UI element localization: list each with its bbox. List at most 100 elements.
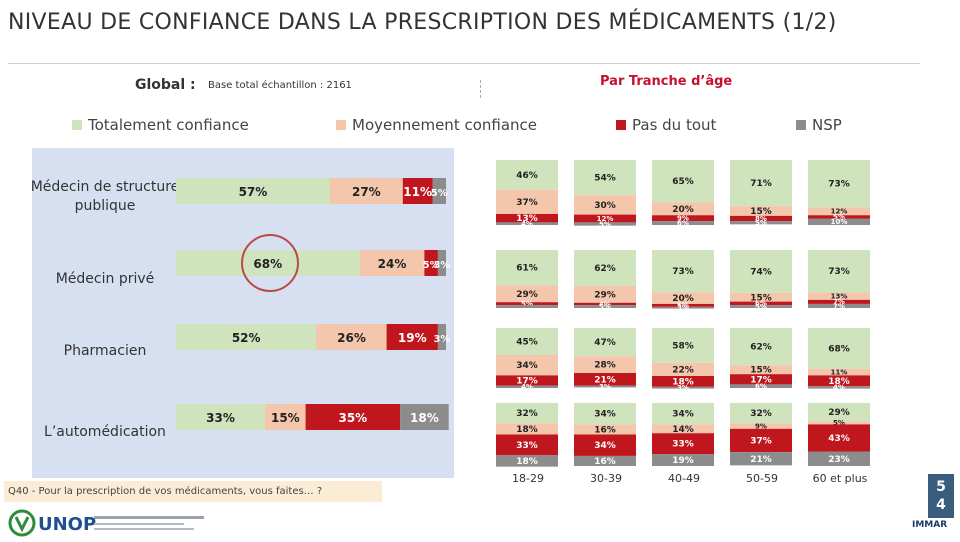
- age-bar-1-3-nsp: [730, 305, 792, 308]
- age-bar-1-3-totalement: [730, 250, 792, 293]
- highlight-circle: [241, 234, 299, 292]
- age-label-0-4-totalement: 73%: [828, 180, 850, 190]
- age-label-1-3-nsp: 5%: [755, 303, 767, 311]
- age-bar-3-3-pas-du-tout: [730, 428, 792, 453]
- age-label-3-1-totalement: 34%: [594, 410, 616, 420]
- age-label-2-2-pas-du-tout: 18%: [672, 377, 694, 387]
- age-bar-1-1-pas-du-tout: [574, 302, 636, 306]
- global-bar-3-totalement: [176, 404, 266, 430]
- age-label-0-2-pas-du-tout: 9%: [677, 215, 689, 223]
- age-bar-0-4-nsp: [808, 218, 870, 225]
- age-label-2-4-nsp: 4%: [833, 384, 845, 392]
- legend-swatch-moyennement: [336, 120, 346, 130]
- age-label-1-4-pas-du-tout: 7%: [833, 298, 845, 306]
- global-label-3-pas-du-tout: 35%: [338, 411, 367, 425]
- legend-label-moyennement: Moyennement confiance: [352, 116, 538, 134]
- age-bar-0-2-nsp: [652, 221, 714, 225]
- global-bar-0-moyennement: [329, 178, 403, 204]
- age-bar-2-2-moyennement: [652, 362, 714, 376]
- global-label-2-pas-du-tout: 19%: [398, 331, 427, 345]
- age-label-0-2-nsp: 6%: [677, 219, 689, 227]
- age-label-0-0-pas-du-tout: 13%: [516, 214, 538, 224]
- age-label-0-3-pas-du-tout: 8%: [755, 215, 767, 223]
- age-bar-3-0-moyennement: [496, 423, 558, 435]
- age-bar-1-4-totalement: [808, 250, 870, 293]
- age-label-0-0-totalement: 46%: [516, 171, 538, 181]
- age-label-3-1-pas-du-tout: 34%: [594, 441, 616, 451]
- age-bar-0-3-pas-du-tout: [730, 215, 792, 222]
- age-bar-0-4-pas-du-tout: [808, 215, 870, 219]
- age-bar-0-0-nsp: [496, 222, 558, 225]
- row-label-automedication: L’automédication: [44, 424, 166, 440]
- age-label-3-4-moyennement: 5%: [833, 419, 845, 427]
- age-bar-2-2-pas-du-tout: [652, 376, 714, 387]
- age-label-2-0-moyennement: 34%: [516, 361, 538, 371]
- global-label-2-totalement: 52%: [232, 331, 261, 345]
- unop-logo-text: UNOP: [38, 514, 96, 535]
- age-label-0-1-totalement: 54%: [594, 174, 616, 184]
- age-heading: Par Tranche d’âge: [600, 74, 733, 89]
- age-label-1-4-moyennement: 13%: [831, 292, 848, 300]
- age-bar-0-3-moyennement: [730, 206, 792, 216]
- age-label-2-3-moyennement: 15%: [750, 366, 772, 376]
- age-label-2-2-nsp: 3%: [677, 384, 689, 392]
- age-bar-0-4-moyennement: [808, 207, 870, 216]
- age-bar-3-1-nsp: [574, 455, 636, 466]
- age-label-0-0-moyennement: 37%: [516, 198, 538, 208]
- age-axis: 18-29 30-39 40-49 50-59 60 et plus: [494, 472, 934, 486]
- global-label-1-totalement: 68%: [253, 257, 282, 271]
- age-label-0-4-pas-du-tout: 5%: [833, 213, 845, 221]
- global-heading: Global :: [135, 77, 196, 93]
- age-bar-0-3-nsp: [730, 221, 792, 225]
- global-bar-1-nsp: [437, 250, 446, 276]
- age-bar-3-4-moyennement: [808, 421, 870, 425]
- age-label-1-2-pas-du-tout: 5%: [677, 302, 689, 310]
- age-label-1-0-totalement: 61%: [516, 264, 538, 274]
- global-bar-0-pas-du-tout: [402, 178, 433, 204]
- age-tick-30-39: 30-39: [590, 472, 622, 485]
- age-bar-3-4-pas-du-tout: [808, 424, 870, 452]
- age-label-0-4-moyennement: 12%: [831, 208, 848, 216]
- age-label-1-1-nsp: 5%: [599, 303, 611, 311]
- legend-label-pas-du-tout: Pas du tout: [632, 116, 717, 134]
- global-label-1-nsp: 3%: [433, 260, 450, 271]
- age-tick-18-29: 18-29: [512, 472, 544, 485]
- age-bar-0-1-nsp: [574, 222, 636, 226]
- global-bar-2-moyennement: [316, 324, 387, 350]
- age-bar-1-0-nsp: [496, 305, 558, 308]
- age-bar-3-1-moyennement: [574, 424, 636, 435]
- age-tick-60-plus: 60 et plus: [812, 472, 868, 485]
- unop-logo: UNOP: [6, 508, 206, 538]
- age-bar-2-1-totalement: [574, 328, 636, 357]
- age-bar-3-1-totalement: [574, 403, 636, 425]
- age-bar-2-1-pas-du-tout: [574, 373, 636, 386]
- global-label-1-pas-du-tout: 5%: [423, 260, 440, 271]
- age-label-1-2-moyennement: 20%: [672, 294, 694, 304]
- age-bar-0-1-totalement: [574, 160, 636, 196]
- age-bar-0-3-totalement: [730, 160, 792, 207]
- global-label-0-totalement: 57%: [239, 185, 268, 199]
- age-label-0-3-totalement: 71%: [750, 179, 772, 189]
- age-label-2-2-moyennement: 22%: [672, 365, 694, 375]
- age-label-1-3-totalement: 74%: [750, 267, 772, 277]
- age-bar-0-0-pas-du-tout: [496, 213, 558, 223]
- page-number-text: 5 4: [936, 479, 946, 513]
- global-label-2-moyennement: 26%: [337, 331, 366, 345]
- age-bar-3-0-nsp: [496, 455, 558, 467]
- age-label-3-0-moyennement: 18%: [516, 425, 538, 435]
- age-bar-3-2-nsp: [652, 454, 714, 466]
- age-bar-2-2-nsp: [652, 386, 714, 389]
- age-label-1-1-pas-du-tout: 4%: [599, 300, 611, 308]
- row-label-pharmacien: Pharmacien: [63, 343, 147, 359]
- age-tick-50-59: 50-59: [746, 472, 778, 485]
- age-label-1-4-totalement: 73%: [828, 267, 850, 277]
- age-bar-1-1-nsp: [574, 305, 636, 308]
- age-label-2-3-pas-du-tout: 17%: [750, 375, 772, 385]
- age-bar-0-1-moyennement: [574, 195, 636, 215]
- page-number: 5 4: [928, 474, 954, 518]
- age-label-2-4-moyennement: 11%: [831, 368, 848, 376]
- age-label-2-1-pas-du-tout: 21%: [594, 375, 616, 385]
- age-label-2-0-pas-du-tout: 17%: [516, 377, 538, 387]
- title-divider: [8, 63, 920, 64]
